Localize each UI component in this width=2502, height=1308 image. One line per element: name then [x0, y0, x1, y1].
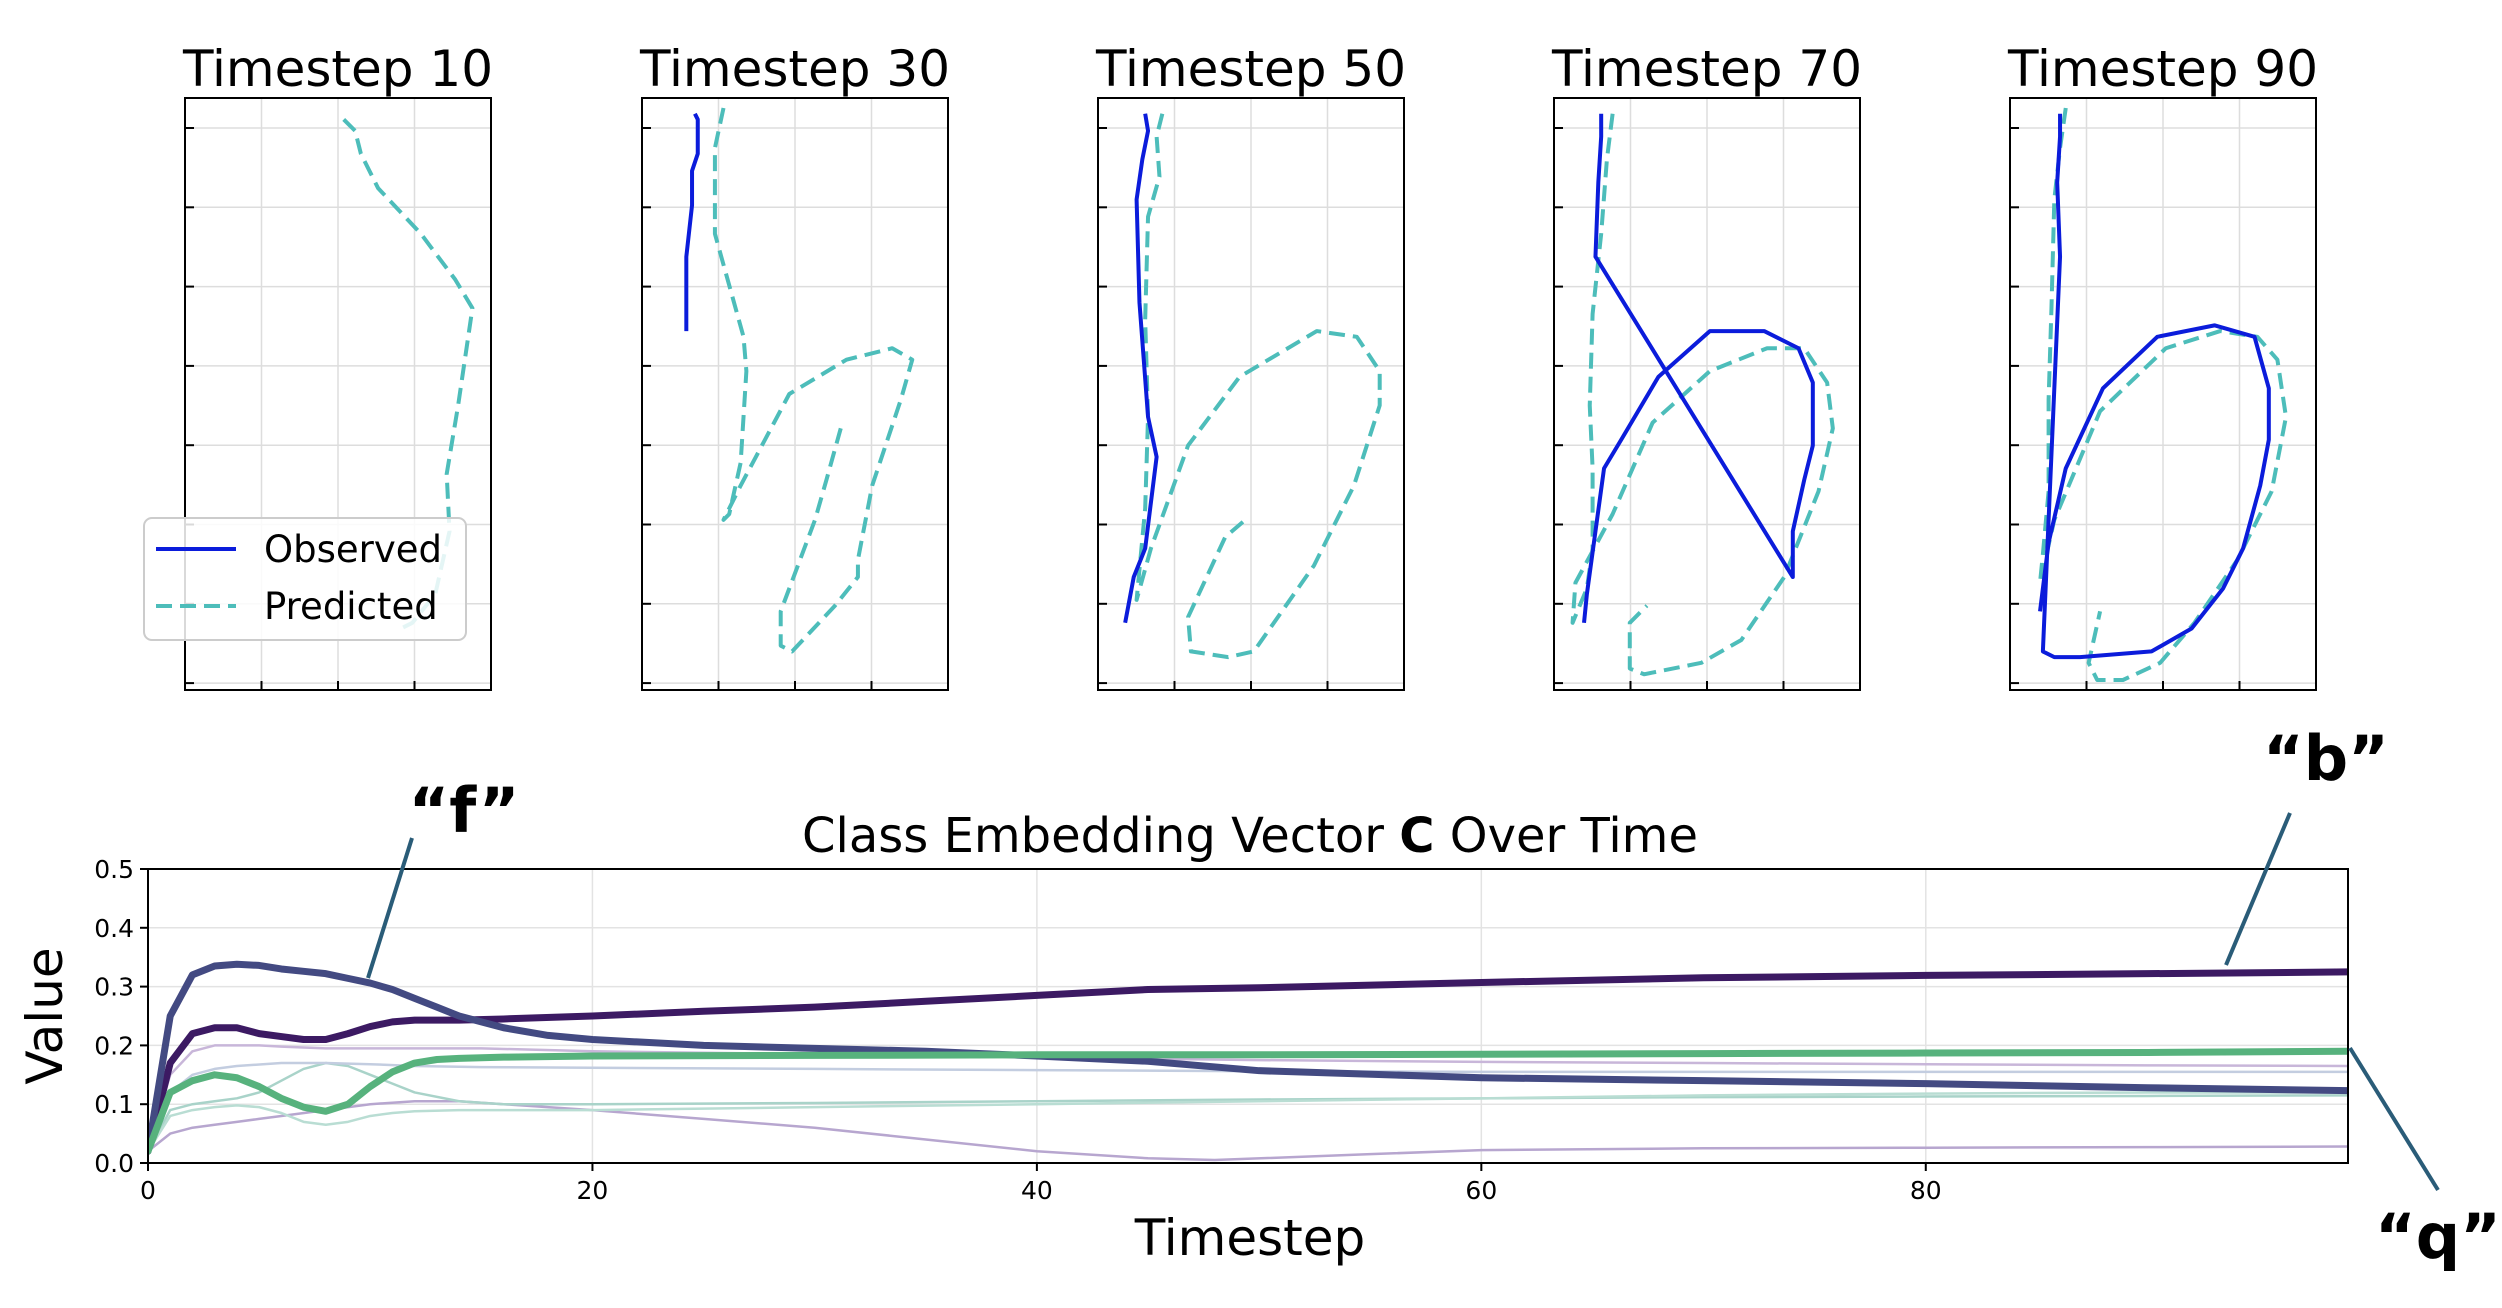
panel-5: Timestep 90 — [2007, 40, 2318, 691]
observed-trace — [1123, 113, 1159, 624]
panel-2: Timestep 30 — [639, 40, 950, 691]
y-tick-label: 0.4 — [94, 914, 134, 943]
panel-title: Timestep 50 — [1095, 40, 1406, 98]
series-line-b — [148, 968, 2348, 1155]
panel-frame — [184, 97, 492, 691]
ticks: 0 20 40 60 80 0.0 0.1 0.2 0.3 0.4 0.5 — [94, 855, 1941, 1205]
x-tick-label: 20 — [577, 1176, 609, 1205]
series-line-series-6 — [148, 1061, 2348, 1153]
y-tick-label: 0.0 — [94, 1149, 134, 1178]
series-line-series-7 — [148, 1091, 2348, 1153]
x-tick-label: 80 — [1910, 1176, 1942, 1205]
y-tick-label: 0.3 — [94, 973, 134, 1002]
chart-title-post: Over Time — [1435, 808, 1698, 864]
predicted-trace — [1570, 113, 1835, 677]
annotation-f-arrow — [366, 837, 414, 979]
observed-trace — [1582, 113, 1815, 623]
series-group — [148, 960, 2348, 1162]
embedding-chart: Class Embedding Vector C Over Time 0 20 40… — [16, 722, 2501, 1273]
series-line-series-8 — [148, 1061, 2348, 1153]
legend: Observed Predicted — [143, 517, 467, 641]
annotation-q-label: “q” — [2375, 1200, 2501, 1273]
panel-1: Timestep 10 — [182, 40, 493, 691]
trajectory-panels: Timestep 10 Timestep 30 Timestep 50 Timeste… — [182, 40, 2318, 691]
panel-frame — [641, 97, 949, 691]
panel-frame — [2009, 97, 2317, 691]
panel-frame — [1553, 97, 1861, 691]
annotation-f-label: “f” — [408, 774, 519, 847]
series-line-q — [148, 1047, 2348, 1155]
predicted-trace — [2038, 107, 2288, 682]
predicted-trace — [342, 118, 475, 631]
y-axis-label: Value — [16, 947, 74, 1084]
series-lines — [148, 960, 2348, 1162]
x-tick-label: 0 — [140, 1176, 156, 1205]
chart-title-bold: C — [1399, 808, 1434, 864]
grid — [147, 868, 2348, 1164]
annotation-q: “q” — [2348, 1046, 2501, 1273]
legend-predicted-label: Predicted — [264, 585, 438, 628]
y-tick-label: 0.2 — [94, 1031, 134, 1060]
panel-traces — [342, 118, 475, 631]
y-tick-label: 0.1 — [94, 1090, 134, 1119]
chart-title: Class Embedding Vector C Over Time — [802, 808, 1698, 864]
panel-traces — [1570, 113, 1835, 677]
predicted-trace — [1134, 113, 1382, 660]
observed-trace — [684, 112, 700, 332]
predicted-trace — [712, 107, 915, 654]
annotation-q-arrow — [2348, 1046, 2440, 1192]
series-line-f — [148, 960, 2348, 1155]
panel-3: Timestep 50 — [1095, 40, 1406, 691]
panel-traces — [2038, 107, 2288, 682]
panel-title: Timestep 30 — [639, 40, 950, 98]
panel-traces — [1123, 113, 1382, 660]
x-tick-label: 40 — [1021, 1176, 1053, 1205]
panel-frame — [1097, 97, 1405, 691]
panel-title: Timestep 70 — [1551, 40, 1862, 98]
panel-4: Timestep 70 — [1551, 40, 1862, 691]
x-tick-label: 60 — [1465, 1176, 1497, 1205]
series-line-series-4 — [148, 1044, 2348, 1153]
x-axis-label: Timestep — [1134, 1209, 1366, 1267]
plot-frame — [147, 868, 2349, 1164]
annotation-b-arrow — [2224, 812, 2292, 966]
panel-traces — [684, 107, 915, 654]
annotation-b-label: “b” — [2263, 722, 2389, 795]
observed-trace — [2038, 113, 2271, 660]
panel-title: Timestep 10 — [182, 40, 493, 98]
panel-title: Timestep 90 — [2007, 40, 2318, 98]
chart-title-pre: Class Embedding Vector — [802, 808, 1399, 864]
annotation-b: “b” — [2224, 722, 2389, 966]
legend-observed-label: Observed — [264, 528, 442, 571]
annotation-f: “f” — [366, 774, 520, 979]
y-tick-label: 0.5 — [94, 855, 134, 884]
